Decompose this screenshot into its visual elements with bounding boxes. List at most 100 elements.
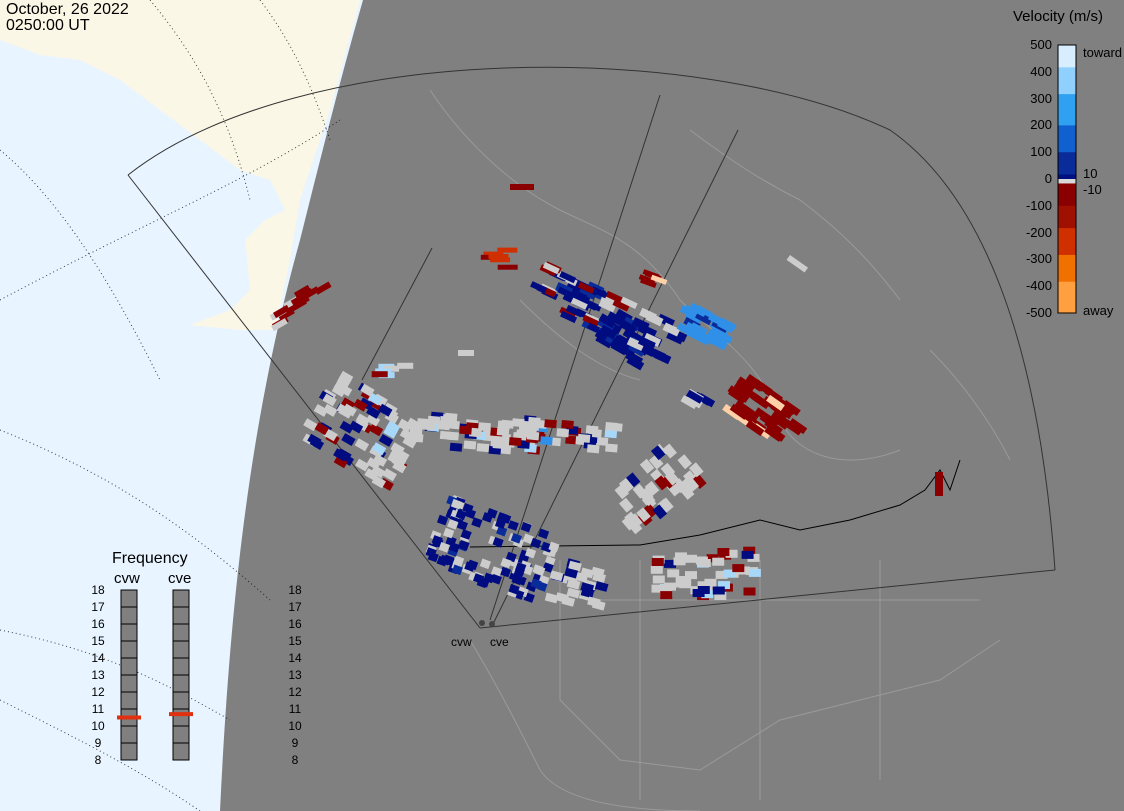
frequency-cell: [172, 691, 190, 710]
echo-cell: [636, 507, 651, 523]
echo-cell: [570, 297, 588, 310]
echo-cell: [499, 566, 512, 578]
colorbar-segment: [1058, 185, 1076, 189]
colorbar-segment: [1058, 158, 1076, 162]
frequency-cell: [172, 657, 190, 676]
frequency-cell: [172, 725, 190, 744]
frequency-cell: [120, 742, 138, 761]
echo-cell: [689, 303, 708, 317]
colorbar-segment: [1058, 277, 1076, 281]
echo-cell: [399, 428, 415, 442]
colorbar-segment: [1058, 65, 1076, 68]
frequency-tick: 17: [91, 600, 105, 614]
echo-cell: [781, 400, 801, 417]
colorbar-segment: [1058, 129, 1076, 133]
echo-cell: [354, 438, 370, 452]
echo-cell: [754, 407, 774, 424]
echo-cell: [651, 558, 664, 566]
echo-cell: [650, 274, 668, 285]
echo-cell: [577, 433, 591, 443]
frequency-cell: [120, 657, 138, 676]
echo-cell: [371, 442, 387, 456]
echo-cell: [508, 437, 522, 447]
echo-cell: [620, 296, 638, 309]
echo-cell: [642, 503, 658, 519]
colorbar-segment: [1058, 270, 1076, 274]
colorbar-segment: [1058, 310, 1076, 314]
frequency-tick: 14: [91, 651, 105, 665]
echo-cell: [367, 392, 383, 406]
colorbar-segment: [1058, 105, 1076, 109]
echo-cell: [455, 509, 467, 520]
echo-cell: [639, 324, 658, 339]
colorbar-segment: [1058, 295, 1076, 298]
colorbar-segment: [1058, 47, 1076, 51]
echo-cell: [566, 578, 581, 590]
frequency-cell: [172, 708, 190, 727]
colorbar-segment: [1058, 250, 1076, 254]
echo-cell: [654, 475, 670, 491]
colorbar-segment: [1058, 49, 1076, 53]
echo-cell: [675, 552, 687, 561]
colorbar-segment: [1058, 172, 1076, 176]
echo-cell: [664, 559, 676, 568]
colorbar-segment: [1058, 228, 1076, 231]
echo-cell: [680, 395, 698, 410]
velocity-title: Velocity (m/s): [1013, 8, 1104, 25]
colorbar-segment: [1058, 69, 1076, 73]
echo-cell: [290, 292, 308, 306]
colorbar-segment: [1058, 230, 1076, 234]
colorbar-segment: [1058, 163, 1076, 167]
colorbar-segment: [1058, 80, 1076, 84]
colorbar-segment: [1058, 216, 1076, 220]
echo-cell: [675, 579, 688, 588]
echo-cell: [652, 575, 665, 584]
colorbar-segment: [1058, 76, 1076, 80]
echo-cell: [508, 583, 520, 595]
echo-cell: [624, 511, 639, 527]
echo-cell: [342, 403, 357, 417]
echo-cell: [725, 549, 738, 558]
echo-cell: [582, 314, 600, 327]
colorbar-segment: [1058, 306, 1076, 310]
echo-cell: [643, 332, 662, 347]
echo-cell: [510, 533, 522, 544]
echo-cell: [348, 420, 364, 434]
colorbar-segment: [1058, 114, 1076, 118]
echo-cell: [729, 403, 749, 420]
echo-cell: [566, 587, 581, 599]
echo-cell: [542, 262, 560, 275]
alaska-land: [0, 0, 360, 330]
colorbar-segment: [1058, 109, 1076, 113]
echo-cell: [530, 281, 548, 294]
time-label: 0250:00 UT: [6, 17, 90, 34]
frequency-tick: 15: [288, 634, 302, 648]
colorbar-segment: [1058, 141, 1076, 144]
colorbar-segment: [1058, 254, 1076, 258]
echo-cell: [605, 290, 623, 303]
colorbar-segment: [1058, 165, 1076, 169]
coastlines: [429, 89, 1011, 811]
colorbar-segment: [1058, 71, 1076, 75]
frequency-panel: [117, 589, 193, 761]
colorbar-segment: [1058, 279, 1076, 283]
frequency-cell: [172, 742, 190, 761]
frequency-tick: 13: [91, 668, 105, 682]
colorbar-segment: [1058, 248, 1076, 252]
echo-cell: [497, 264, 518, 270]
colorbar-segment: [1058, 78, 1076, 82]
echo-cell: [544, 592, 559, 604]
colorbar-segment: [1058, 239, 1076, 243]
echo-cell: [548, 541, 560, 553]
colorbar-segment: [1058, 89, 1076, 93]
velocity-colorbar: [1057, 44, 1077, 314]
echo-cell: [431, 535, 443, 546]
frequency-tick: 15: [91, 634, 105, 648]
echo-cell: [366, 405, 381, 419]
echo-cell: [586, 444, 600, 454]
colorbar-segment: [1058, 308, 1076, 312]
radar-label-cvw: cvw: [451, 635, 472, 649]
echo-cell: [423, 420, 437, 430]
echo-cell: [715, 570, 728, 579]
echo-cell: [490, 257, 511, 263]
